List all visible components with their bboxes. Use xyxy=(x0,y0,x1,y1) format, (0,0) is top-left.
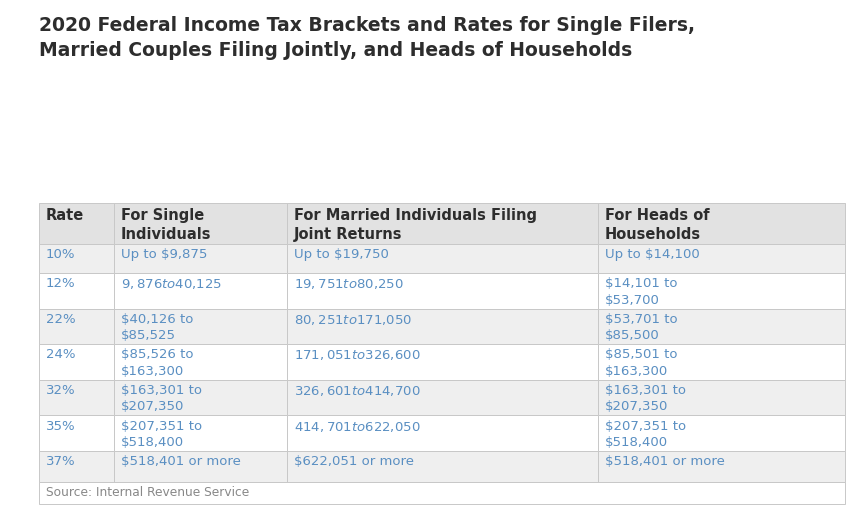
Text: $19,751 to $80,250: $19,751 to $80,250 xyxy=(294,278,404,291)
Text: $207,351 to
$518,400: $207,351 to $518,400 xyxy=(121,420,202,449)
Bar xyxy=(39,274,114,309)
Text: $518,401 or more: $518,401 or more xyxy=(121,455,241,468)
Text: 2020 Federal Income Tax Brackets and Rates for Single Filers,
Married Couples Fi: 2020 Federal Income Tax Brackets and Rat… xyxy=(39,16,695,60)
Bar xyxy=(287,451,597,482)
Text: $414,701 to $622,050: $414,701 to $622,050 xyxy=(294,420,420,433)
Bar xyxy=(39,203,114,244)
Text: 10%: 10% xyxy=(46,248,75,261)
Text: $518,401 or more: $518,401 or more xyxy=(604,455,725,468)
Bar xyxy=(287,203,597,244)
Bar xyxy=(287,274,597,309)
Bar xyxy=(114,451,287,482)
Bar xyxy=(597,451,845,482)
Text: 37%: 37% xyxy=(46,455,75,468)
Text: 32%: 32% xyxy=(46,384,75,397)
Text: $14,101 to
$53,700: $14,101 to $53,700 xyxy=(604,278,677,307)
Text: $40,126 to
$85,525: $40,126 to $85,525 xyxy=(121,313,193,343)
Text: $85,501 to
$163,300: $85,501 to $163,300 xyxy=(604,348,677,378)
Bar xyxy=(597,344,845,380)
Bar xyxy=(114,274,287,309)
Bar xyxy=(39,344,114,380)
Text: Up to $9,875: Up to $9,875 xyxy=(121,248,207,261)
Bar xyxy=(114,203,287,244)
Bar xyxy=(287,244,597,274)
Text: Up to $14,100: Up to $14,100 xyxy=(604,248,700,261)
Bar xyxy=(597,380,845,416)
Bar xyxy=(597,274,845,309)
Text: $80,251 to $171,050: $80,251 to $171,050 xyxy=(294,313,413,327)
Bar xyxy=(287,380,597,416)
Bar xyxy=(287,344,597,380)
Text: Rate: Rate xyxy=(46,208,84,222)
Text: 22%: 22% xyxy=(46,313,75,326)
Text: 35%: 35% xyxy=(46,420,75,432)
Text: For Heads of
Households: For Heads of Households xyxy=(604,208,709,242)
Text: $9,876 to $40,125: $9,876 to $40,125 xyxy=(121,278,222,291)
Bar xyxy=(39,451,114,482)
Bar xyxy=(39,416,114,451)
Text: $326,601 to $414,700: $326,601 to $414,700 xyxy=(294,384,420,398)
Bar xyxy=(114,416,287,451)
Text: $163,301 to
$207,350: $163,301 to $207,350 xyxy=(604,384,686,413)
Bar xyxy=(287,416,597,451)
Text: 24%: 24% xyxy=(46,348,75,362)
Bar xyxy=(114,380,287,416)
Bar xyxy=(114,244,287,274)
Bar xyxy=(597,244,845,274)
Bar xyxy=(39,482,845,504)
Bar xyxy=(597,203,845,244)
Bar xyxy=(597,309,845,344)
Text: $207,351 to
$518,400: $207,351 to $518,400 xyxy=(604,420,686,449)
Bar xyxy=(597,416,845,451)
Text: Up to $19,750: Up to $19,750 xyxy=(294,248,389,261)
Bar xyxy=(114,344,287,380)
Text: 12%: 12% xyxy=(46,278,75,290)
Text: $163,301 to
$207,350: $163,301 to $207,350 xyxy=(121,384,202,413)
Bar xyxy=(39,380,114,416)
Text: Source: Internal Revenue Service: Source: Internal Revenue Service xyxy=(46,486,249,499)
Bar xyxy=(39,309,114,344)
Text: $53,701 to
$85,500: $53,701 to $85,500 xyxy=(604,313,677,343)
Text: $85,526 to
$163,300: $85,526 to $163,300 xyxy=(121,348,193,378)
Text: For Married Individuals Filing
Joint Returns: For Married Individuals Filing Joint Ret… xyxy=(294,208,538,242)
Text: $171,051 to $326,600: $171,051 to $326,600 xyxy=(294,348,420,363)
Bar xyxy=(287,309,597,344)
Text: $622,051 or more: $622,051 or more xyxy=(294,455,414,468)
Text: For Single
Individuals: For Single Individuals xyxy=(121,208,212,242)
Bar xyxy=(39,244,114,274)
Bar xyxy=(114,309,287,344)
